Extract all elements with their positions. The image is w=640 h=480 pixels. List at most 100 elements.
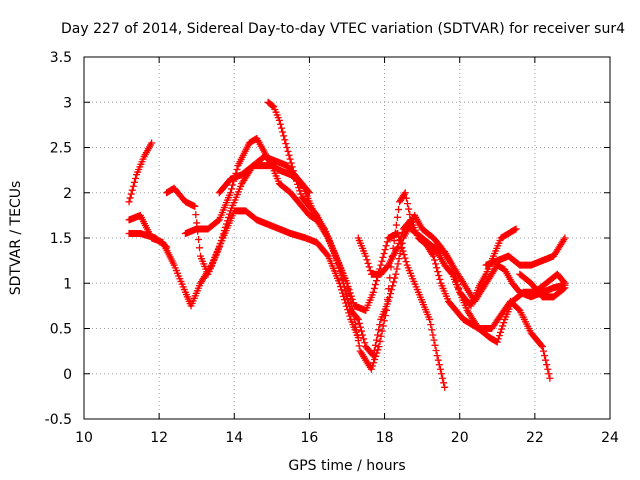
data-point bbox=[391, 229, 399, 237]
data-point bbox=[436, 365, 444, 373]
data-point bbox=[450, 269, 458, 277]
data-point bbox=[191, 202, 199, 210]
data-point bbox=[376, 337, 384, 345]
data-point bbox=[436, 275, 444, 283]
data-point bbox=[217, 236, 225, 244]
data-point bbox=[402, 258, 410, 266]
data-point bbox=[374, 331, 382, 339]
series-track-9 bbox=[407, 225, 554, 382]
y-tick-labels: -0.5 0 0.5 1 1.5 2 2.5 3 3.5 bbox=[45, 50, 72, 428]
data-point bbox=[223, 217, 231, 225]
data-point bbox=[229, 181, 237, 189]
data-point bbox=[364, 259, 372, 267]
data-point bbox=[561, 284, 569, 292]
data-point bbox=[433, 264, 441, 272]
x-tick-label: 24 bbox=[601, 430, 619, 446]
data-point bbox=[367, 365, 375, 373]
data-point bbox=[400, 190, 408, 198]
data-point bbox=[440, 379, 448, 387]
data-point bbox=[125, 198, 133, 206]
data-point bbox=[451, 273, 459, 281]
data-point bbox=[495, 332, 503, 340]
data-point bbox=[455, 284, 463, 292]
data-point bbox=[128, 186, 136, 194]
data-point bbox=[355, 342, 363, 350]
data-point bbox=[395, 239, 403, 247]
data-point bbox=[428, 326, 436, 334]
y-tick-label: 3.5 bbox=[50, 50, 72, 66]
data-point bbox=[233, 165, 241, 173]
data-point bbox=[546, 374, 554, 382]
data-point bbox=[389, 282, 397, 290]
data-point bbox=[349, 310, 357, 318]
data-points bbox=[125, 98, 569, 391]
plot-frame bbox=[83, 56, 611, 420]
data-point bbox=[294, 180, 302, 188]
data-point bbox=[381, 312, 389, 320]
data-point bbox=[297, 190, 305, 198]
data-point bbox=[439, 374, 447, 382]
data-point bbox=[383, 238, 391, 246]
data-point bbox=[434, 356, 442, 364]
data-point bbox=[392, 270, 400, 278]
data-point bbox=[360, 335, 368, 343]
data-point bbox=[395, 255, 403, 263]
data-point bbox=[226, 210, 234, 218]
data-point bbox=[378, 327, 386, 335]
data-point bbox=[363, 256, 371, 264]
data-point bbox=[196, 244, 204, 252]
data-point bbox=[401, 189, 409, 197]
data-point bbox=[227, 189, 235, 197]
data-point bbox=[384, 296, 392, 304]
x-tick-label: 16 bbox=[301, 430, 319, 446]
data-point bbox=[282, 140, 290, 148]
data-point bbox=[432, 346, 440, 354]
data-point bbox=[346, 295, 354, 303]
data-point bbox=[289, 167, 297, 175]
data-point bbox=[287, 159, 295, 167]
y-tick-label: 0.5 bbox=[50, 322, 72, 338]
data-point bbox=[381, 246, 389, 254]
data-point bbox=[371, 341, 379, 349]
data-point bbox=[195, 236, 203, 244]
data-point bbox=[304, 187, 312, 195]
data-point bbox=[280, 132, 288, 140]
chart-title: Day 227 of 2014, Sidereal Day-to-day VTE… bbox=[61, 21, 625, 37]
data-point bbox=[377, 261, 385, 269]
data-point bbox=[348, 305, 356, 313]
data-point bbox=[371, 281, 379, 289]
data-point bbox=[283, 144, 291, 151]
data-point bbox=[215, 243, 223, 251]
data-point bbox=[393, 265, 401, 273]
data-point bbox=[344, 284, 352, 292]
data-point bbox=[148, 139, 156, 147]
data-point bbox=[426, 315, 434, 323]
x-tick-label: 22 bbox=[526, 430, 544, 446]
y-tick-label: -0.5 bbox=[45, 412, 72, 428]
y-axis-label: SDTVAR / TECUs bbox=[8, 181, 24, 296]
data-point bbox=[397, 244, 405, 252]
data-point bbox=[499, 322, 507, 330]
data-point bbox=[370, 284, 378, 292]
data-point bbox=[403, 200, 411, 208]
data-point bbox=[371, 356, 379, 364]
data-point bbox=[434, 268, 442, 276]
data-point bbox=[218, 233, 226, 241]
data-point bbox=[285, 151, 293, 159]
data-point bbox=[340, 283, 348, 291]
data-point bbox=[390, 278, 398, 286]
data-point bbox=[343, 279, 351, 287]
data-point bbox=[406, 210, 414, 218]
data-point bbox=[216, 240, 224, 248]
data-point bbox=[192, 211, 200, 219]
x-tick-label: 10 bbox=[75, 430, 93, 446]
data-point bbox=[291, 174, 299, 182]
data-point bbox=[498, 325, 506, 333]
data-point bbox=[355, 319, 363, 327]
data-point bbox=[395, 206, 403, 214]
data-point bbox=[401, 254, 409, 262]
data-point bbox=[393, 213, 401, 221]
data-point bbox=[430, 336, 438, 344]
data-point bbox=[356, 323, 364, 331]
data-point bbox=[537, 341, 545, 349]
